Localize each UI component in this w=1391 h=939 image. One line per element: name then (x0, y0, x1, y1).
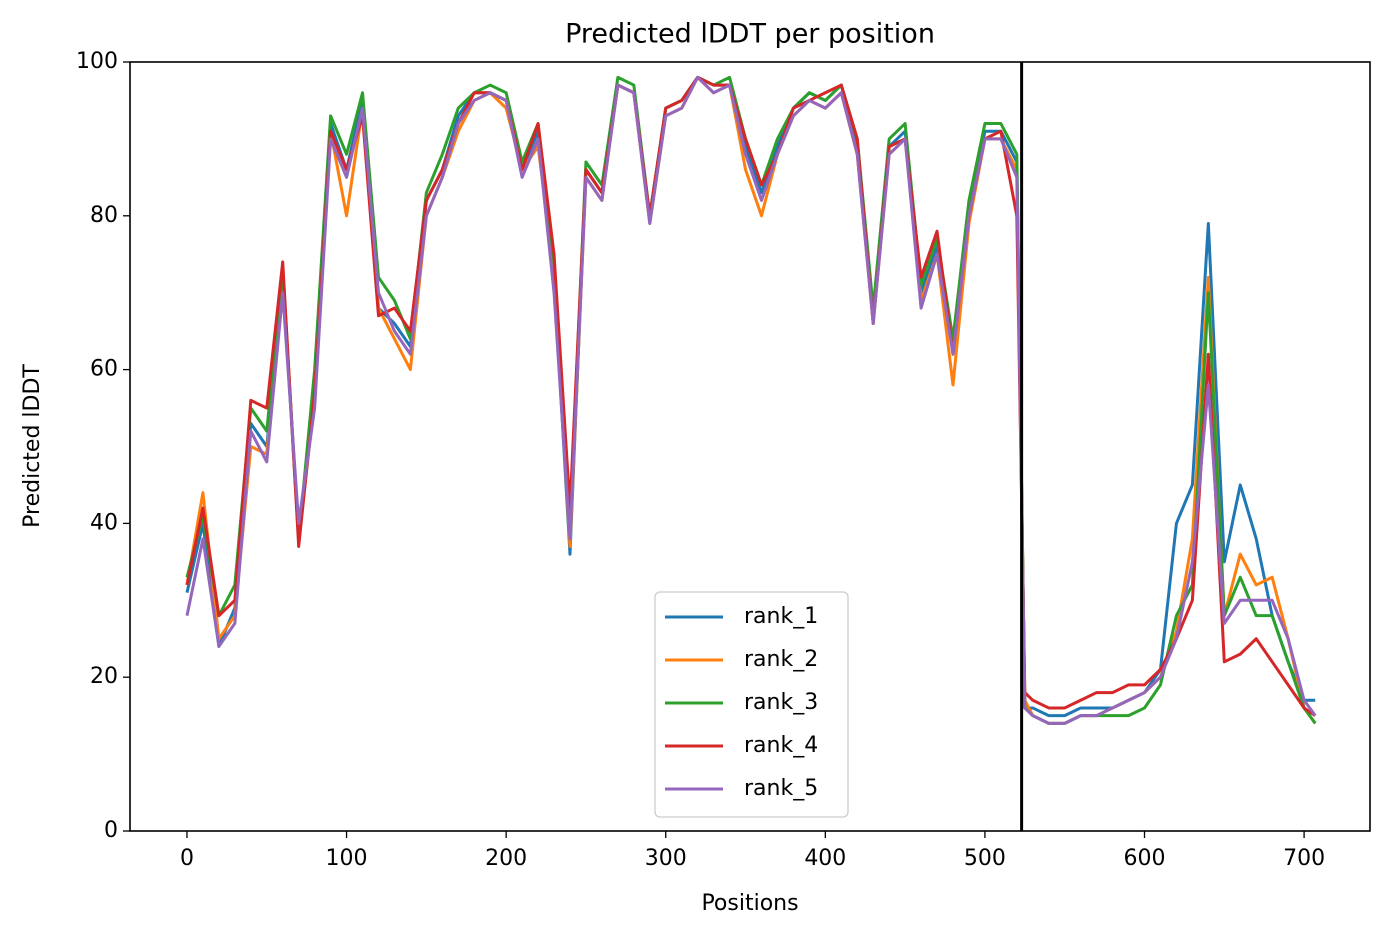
y-tick-label: 100 (76, 49, 118, 74)
legend-label: rank_3 (744, 690, 818, 715)
legend-label: rank_1 (744, 604, 818, 629)
y-tick-label: 40 (90, 510, 118, 535)
plot-frame (129, 61, 1371, 832)
y-tick-label: 20 (90, 664, 118, 689)
y-tick-label: 80 (90, 203, 118, 228)
x-tick-label: 200 (485, 846, 527, 871)
series-line (185, 75, 1317, 717)
x-tick-label: 700 (1283, 846, 1325, 871)
y-tick-label: 60 (90, 357, 118, 382)
x-tick-label: 400 (804, 846, 846, 871)
x-axis-label: Positions (701, 891, 798, 916)
x-tick-label: 100 (326, 846, 368, 871)
legend-label: rank_4 (744, 733, 818, 758)
x-tick-label: 600 (1124, 846, 1166, 871)
chart-title: Predicted lDDT per position (565, 19, 935, 50)
y-tick-label: 0 (104, 818, 118, 843)
x-tick-label: 0 (180, 846, 194, 871)
x-tick-label: 300 (645, 846, 687, 871)
legend-label: rank_2 (744, 647, 818, 672)
x-tick-label: 500 (964, 846, 1006, 871)
legend-box (654, 591, 849, 818)
legend-label: rank_5 (744, 776, 818, 801)
series-line (185, 75, 1317, 725)
y-axis-label: Predicted lDDT (20, 364, 45, 528)
